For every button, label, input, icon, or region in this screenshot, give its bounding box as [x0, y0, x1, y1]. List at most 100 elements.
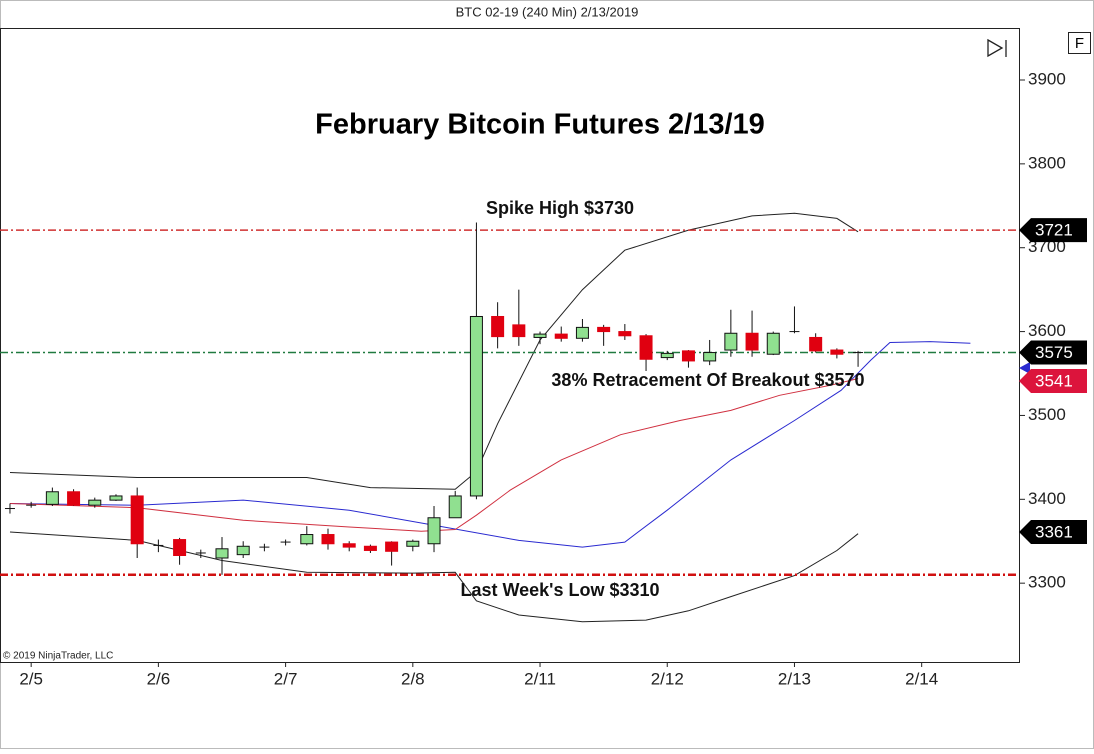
overlay-line [9, 378, 859, 532]
candle [469, 222, 483, 500]
y-tick-label: 3800 [1028, 153, 1066, 172]
candle-body [67, 491, 81, 506]
candle [195, 549, 206, 559]
candle-body [300, 534, 314, 545]
annotation: Spike High $3730 [486, 198, 634, 218]
price-marker [1019, 340, 1087, 365]
candle [153, 539, 164, 553]
price-marker-label: 3721 [1035, 221, 1073, 240]
f-button[interactable] [1068, 32, 1091, 54]
y-tick-label: 3500 [1028, 405, 1066, 424]
x-tick-label: 2/7 [274, 669, 298, 688]
candle [724, 309, 738, 357]
candle [789, 306, 800, 334]
overlay-line [9, 341, 971, 548]
f-button-label[interactable]: F [1075, 35, 1084, 52]
candle [533, 331, 547, 345]
candle [575, 319, 589, 342]
candle [321, 528, 335, 550]
x-tick-label: 2/13 [778, 669, 811, 688]
candle [448, 490, 462, 519]
y-tick-label: 3400 [1028, 489, 1066, 508]
candle [766, 331, 780, 356]
price-marker-label: 3575 [1035, 343, 1073, 362]
y-tick-label: 3600 [1028, 321, 1066, 340]
candle [660, 350, 674, 361]
candle-body [639, 335, 653, 360]
candle [853, 350, 864, 367]
candle [26, 501, 37, 508]
price-marker [1019, 218, 1087, 243]
candle-body [660, 352, 674, 359]
y-tick-label: 3300 [1028, 573, 1066, 592]
candle [342, 541, 356, 552]
candle [427, 506, 441, 553]
candle [4, 503, 15, 514]
candle [639, 334, 653, 371]
candle [300, 526, 314, 546]
chart-title: February Bitcoin Futures 2/13/19 [315, 109, 765, 141]
candle-body [363, 545, 377, 551]
x-tick-label: 2/14 [905, 669, 938, 688]
plot-border [0, 28, 1020, 663]
candle [259, 543, 270, 552]
x-tick-label: 2/6 [147, 669, 171, 688]
price-marker [1019, 520, 1087, 545]
candle-body [681, 350, 695, 362]
candle [109, 494, 123, 501]
candle-body [618, 331, 632, 337]
candle-body [130, 495, 144, 545]
candle-body [448, 495, 462, 519]
candle-body [469, 315, 483, 497]
candle-body [385, 541, 399, 552]
candle [280, 539, 291, 546]
x-tick-label: 2/8 [401, 669, 425, 688]
candle [554, 326, 568, 342]
candle [130, 487, 144, 559]
price-marker-label: 3541 [1035, 372, 1073, 391]
candle [173, 537, 187, 565]
candle [385, 541, 399, 566]
candle [618, 324, 632, 340]
candle-body [533, 333, 547, 338]
candle [45, 487, 59, 507]
candle [745, 310, 759, 357]
candle [512, 289, 526, 346]
x-tick-label: 2/12 [651, 669, 684, 688]
candle-body [88, 499, 102, 506]
candle [88, 497, 102, 508]
candle-body [491, 315, 505, 338]
y-tick-label: 3900 [1028, 69, 1066, 88]
scroll-end-icon[interactable] [987, 38, 1007, 58]
x-tick-label: 2/5 [19, 669, 43, 688]
candle [681, 350, 695, 368]
candle-body [597, 326, 611, 333]
annotation: Last Week's Low $3310 [460, 580, 659, 600]
annotation: 38% Retracement Of Breakout $3570 [551, 370, 864, 390]
candle-body [342, 543, 356, 548]
price-marker-label: 3361 [1035, 522, 1073, 541]
candle-body [427, 517, 441, 545]
candle-body [173, 539, 187, 556]
candle [830, 348, 844, 359]
header: BTC 02-19 (240 Min) 2/13/2019 [456, 4, 639, 19]
candle [363, 544, 377, 553]
candle-body [215, 548, 229, 559]
candle-body [512, 324, 526, 338]
candle [215, 537, 229, 575]
candle [597, 324, 611, 346]
candle-body [575, 326, 589, 339]
candle-body [745, 332, 759, 351]
x-tick-label: 2/11 [524, 669, 556, 688]
candle-body [45, 491, 59, 505]
candle [703, 339, 717, 366]
candle-body [830, 349, 844, 355]
price-marker [1019, 369, 1087, 394]
candle [491, 302, 505, 349]
candle-body [703, 352, 717, 362]
candle-body [236, 545, 250, 556]
candle-body [766, 332, 780, 355]
